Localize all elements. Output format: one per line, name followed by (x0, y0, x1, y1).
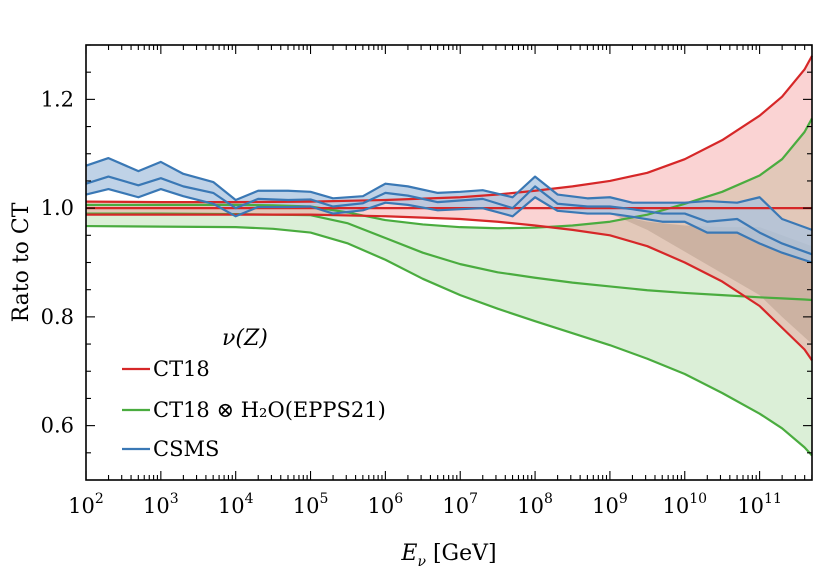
band-ct18-h-o-epps21 (86, 118, 812, 456)
x-axis-label-unit: [GeV] (426, 541, 497, 566)
x-tick-label: 105 (293, 491, 329, 518)
x-tick-label-base: 10 (218, 494, 245, 518)
y-axis-label: Rato to CT (9, 202, 34, 322)
y-tick-label: 1.2 (41, 87, 74, 111)
legend-title: ν(Z) (222, 326, 268, 351)
shaded-region (609, 213, 812, 345)
line-ct18-h-o-epps21-lower (85, 224, 813, 457)
y-tick-label: 0.8 (41, 305, 74, 329)
y-tick-label: 1.0 (41, 196, 74, 220)
x-tick-label-exp: 11 (764, 491, 782, 507)
x-axis-label: Eν [GeV] (400, 541, 496, 570)
line-ct18-lower (86, 213, 813, 362)
x-tick-label-base: 10 (592, 494, 619, 518)
x-tick-label-exp: 10 (689, 491, 707, 507)
legend-label-csms: CSMS (153, 437, 219, 461)
x-tick-label-exp: 5 (319, 491, 328, 507)
x-tick-label-exp: 7 (469, 491, 478, 507)
legend-label-ct18-epps21: CT18 ⊗ H₂O(EPPS21) (153, 398, 386, 422)
band-csms (86, 158, 812, 263)
x-tick-label: 104 (218, 491, 254, 518)
plot-fills (86, 55, 812, 456)
x-tick-label-base: 10 (68, 494, 95, 518)
x-tick-label-exp: 6 (394, 491, 403, 507)
x-tick-label-base: 10 (293, 494, 320, 518)
x-axis-label-main: E (400, 541, 417, 566)
x-tick-label-base: 10 (143, 494, 170, 518)
x-tick-label-base: 10 (517, 494, 544, 518)
y-tick-label: 0.6 (41, 414, 74, 438)
line-csms-lower (85, 187, 813, 264)
x-tick-label: 109 (592, 491, 628, 518)
plot-lines (85, 55, 813, 457)
x-tick-labels: 102 103 104 105 106 107 108 109 1010 1011 (68, 491, 782, 518)
x-tick-label: 107 (442, 491, 478, 518)
x-tick-label-exp: 9 (619, 491, 628, 507)
line-ct18-upper (85, 55, 813, 204)
x-tick-label: 106 (368, 491, 404, 518)
line-csms-upper (85, 157, 813, 231)
x-tick-label-base: 10 (662, 494, 689, 518)
x-tick-label: 1011 (737, 491, 782, 518)
x-tick-label-base: 10 (442, 494, 469, 518)
x-tick-label: 108 (517, 491, 553, 518)
x-tick-label-base: 10 (737, 494, 764, 518)
x-tick-label-exp: 8 (544, 491, 553, 507)
line-csms-central (85, 175, 813, 256)
x-tick-label-exp: 2 (95, 491, 104, 507)
legend: ν(Z) CT18 CT18 ⊗ H₂O(EPPS21) CSMS (122, 326, 386, 461)
line-ct18-h-o-epps21-upper (86, 117, 813, 230)
x-axis-label-sub: ν (417, 554, 426, 570)
axis-ticks (85, 44, 813, 480)
x-tick-label: 102 (68, 491, 104, 518)
legend-label-ct18: CT18 (153, 357, 210, 381)
x-tick-label-base: 10 (368, 494, 395, 518)
x-tick-label: 1010 (662, 491, 707, 518)
y-tick-labels: 0.6 0.8 1.0 1.2 (41, 87, 74, 437)
x-tick-label: 103 (143, 491, 179, 518)
x-tick-label-exp: 4 (245, 491, 254, 507)
x-tick-label-exp: 3 (170, 491, 179, 507)
